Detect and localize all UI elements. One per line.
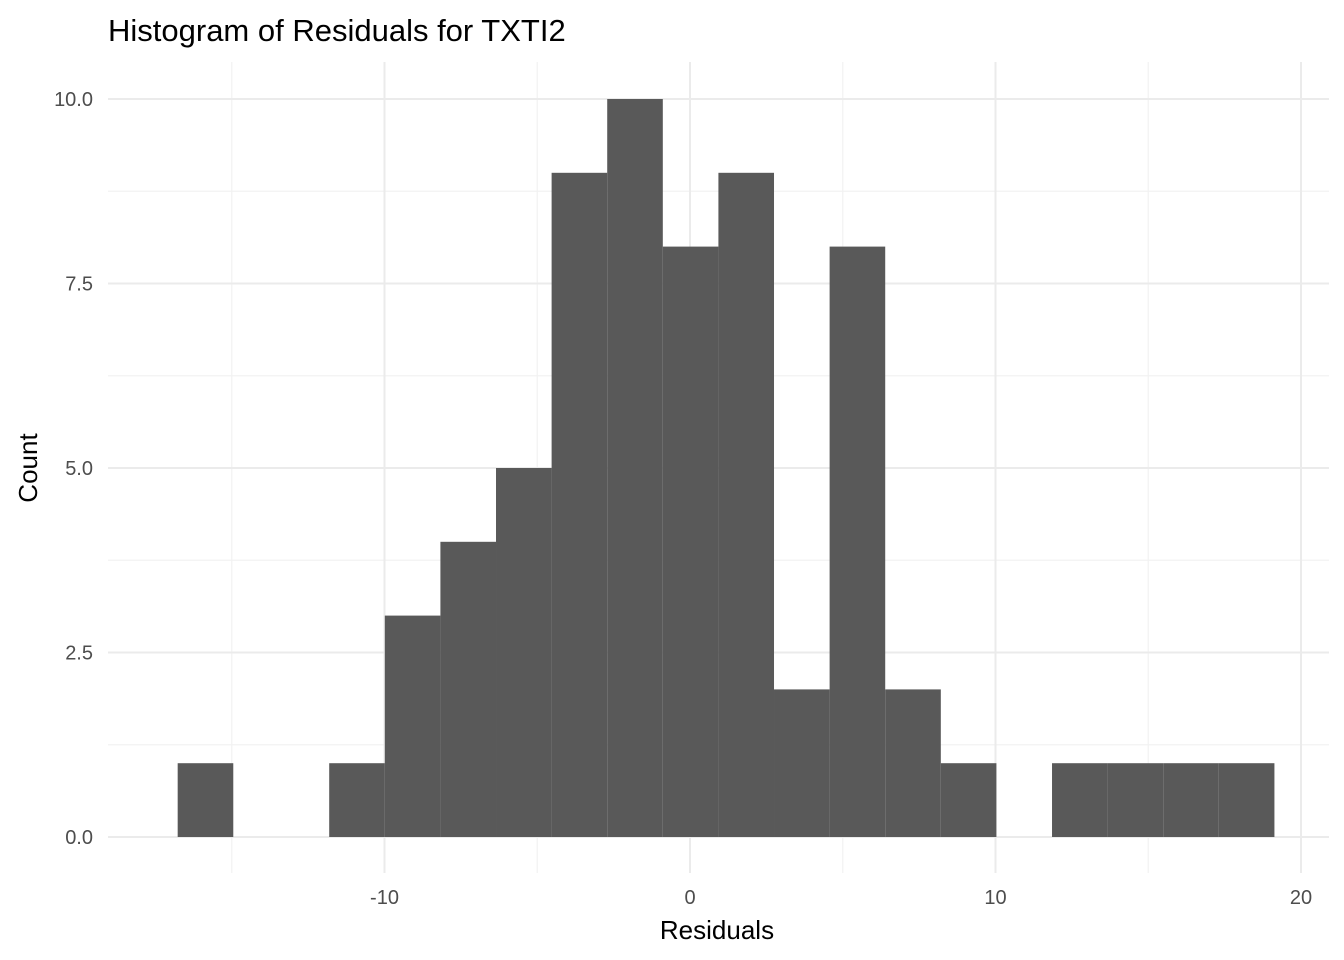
x-tick-label: 20 xyxy=(1290,887,1312,909)
x-axis-tick-labels: -10 10 20 0 xyxy=(370,887,1312,909)
x-axis-title: Residuals xyxy=(660,915,774,945)
histogram-bar xyxy=(329,763,385,837)
y-tick-label: 5.0 xyxy=(65,458,93,480)
y-axis-tick-labels: 0.0 2.5 5.0 7.5 10.0 xyxy=(54,89,93,849)
histogram-bar xyxy=(607,99,663,837)
y-tick-label: 10.0 xyxy=(54,89,93,111)
x-tick-label: 10 xyxy=(984,887,1006,909)
histogram-bar xyxy=(496,468,552,837)
histogram-bar xyxy=(774,689,830,837)
histogram-bar xyxy=(1052,763,1108,837)
histogram-bar xyxy=(551,172,608,838)
histogram-bar xyxy=(662,246,719,838)
y-tick-label: 7.5 xyxy=(65,274,93,296)
histogram-bar xyxy=(940,763,997,837)
y-tick-label: 2.5 xyxy=(65,643,93,665)
x-tick-label: -10 xyxy=(370,887,399,909)
histogram-bar xyxy=(885,689,941,837)
histogram-bar xyxy=(384,615,441,837)
x-tick-label: 0 xyxy=(684,887,695,909)
chart-title: Histogram of Residuals for TXTI2 xyxy=(108,13,566,48)
histogram-bars xyxy=(177,99,1275,838)
histogram-bar xyxy=(1107,763,1164,837)
y-axis-title: Count xyxy=(13,433,43,503)
histogram-bar xyxy=(1163,763,1219,837)
histogram-bar xyxy=(1218,763,1275,837)
histogram-bar xyxy=(718,172,775,838)
y-tick-label: 0.0 xyxy=(65,827,93,849)
histogram-bar xyxy=(440,541,497,837)
histogram-bar xyxy=(829,246,886,838)
histogram-bar xyxy=(177,763,234,837)
